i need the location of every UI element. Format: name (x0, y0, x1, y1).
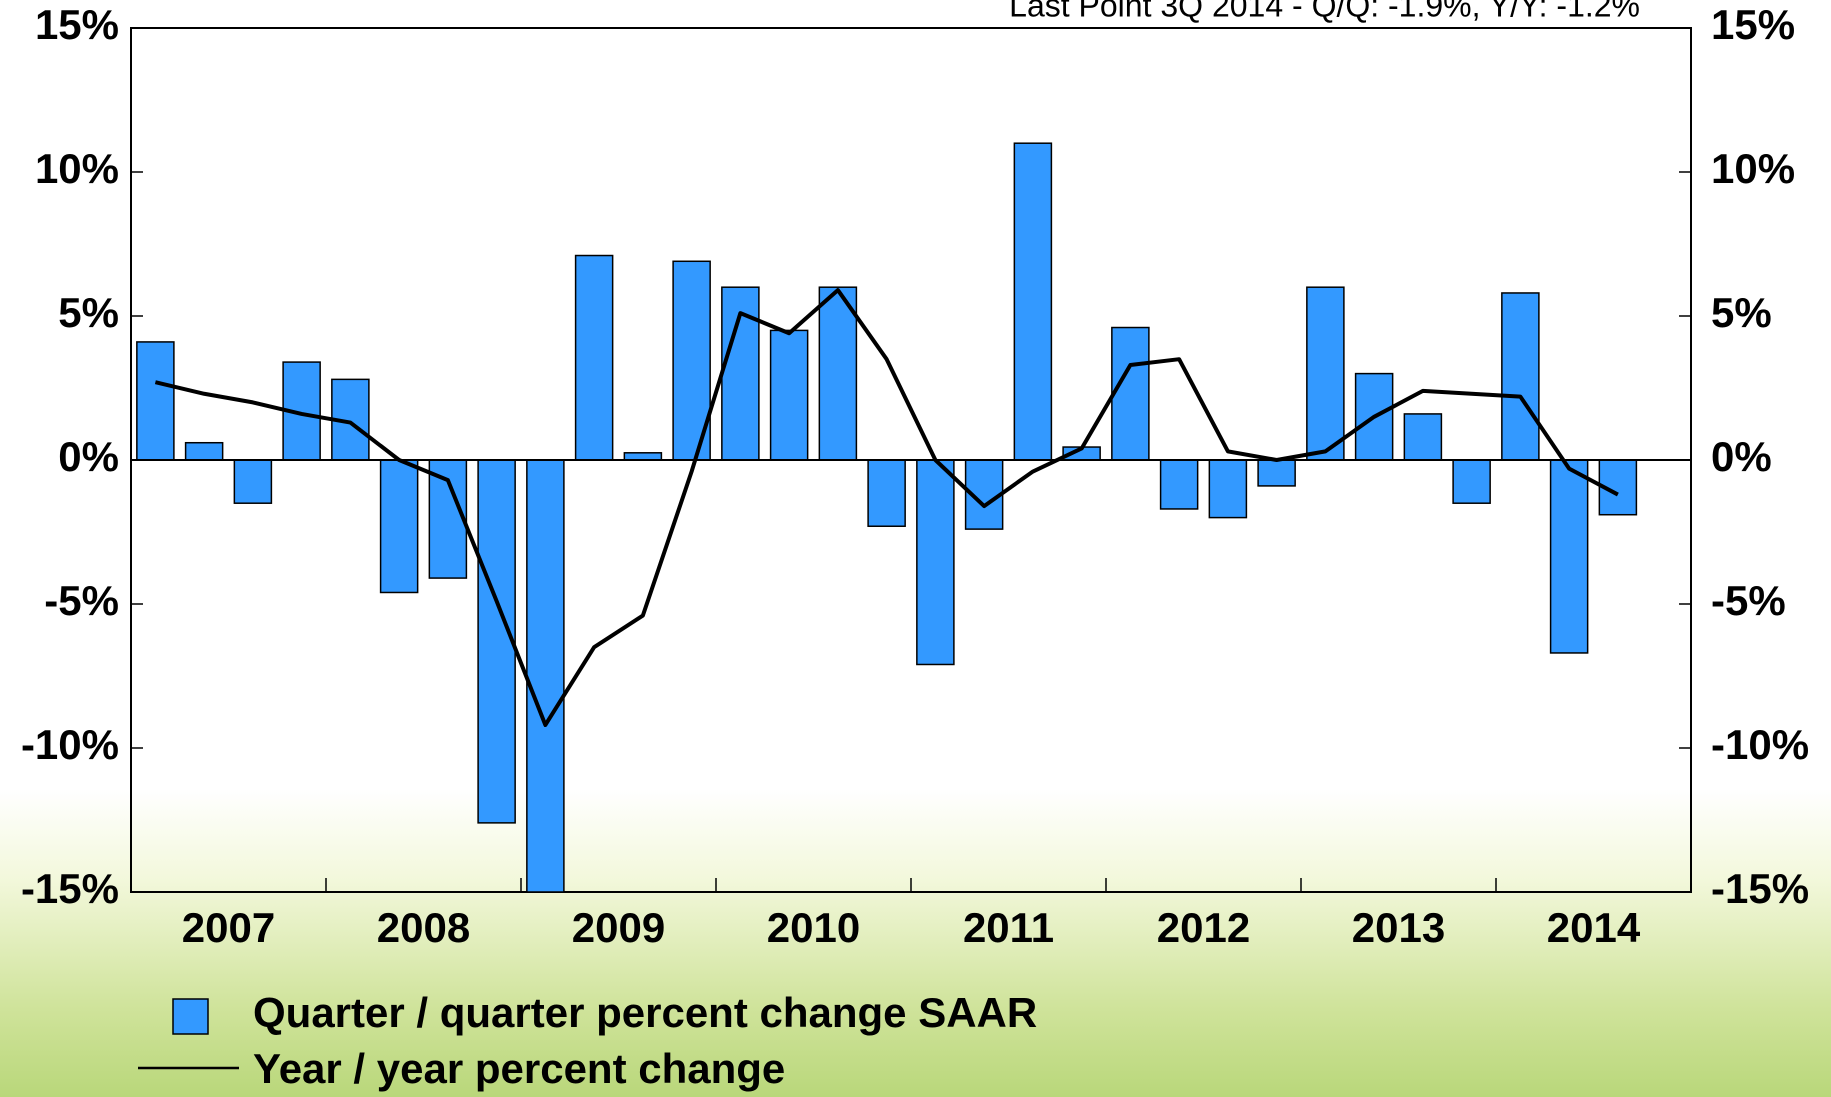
bar (429, 460, 466, 578)
bar (1551, 460, 1588, 653)
bar (234, 460, 271, 503)
chart-title: Last Point 3Q 2014 - Q/Q: -1.9%, Y/Y: -1… (1009, 0, 1640, 23)
x-tick-label: 2010 (767, 904, 860, 951)
y2-tick-label: -15% (1711, 865, 1809, 912)
plot-area (137, 143, 1637, 892)
bar (137, 342, 174, 460)
y2-tick-label: -5% (1711, 577, 1786, 624)
y-tick-label: -15% (21, 865, 119, 912)
x-tick-label: 2013 (1352, 904, 1445, 951)
page: {"chart_data": {"type": "bar+line", "tit… (0, 0, 1831, 1097)
legend-label: Quarter / quarter percent change SAAR (253, 989, 1037, 1036)
y-tick-label: -5% (44, 577, 119, 624)
bar (819, 287, 856, 460)
bar (527, 460, 564, 892)
legend-label: Year / year percent change (253, 1045, 785, 1092)
bar (186, 443, 223, 460)
bar (868, 460, 905, 526)
y2-tick-label: 15% (1711, 1, 1795, 48)
y2-tick-label: -10% (1711, 721, 1809, 768)
bar (1014, 143, 1051, 460)
bar (624, 453, 661, 460)
bar (1307, 287, 1344, 460)
x-tick-label: 2008 (377, 904, 470, 951)
legend-swatch (173, 999, 208, 1034)
x-tick-label: 2009 (572, 904, 665, 951)
bar (1404, 414, 1441, 460)
bar (1112, 328, 1149, 460)
bar (1502, 293, 1539, 460)
y-tick-label: 5% (58, 289, 119, 336)
x-tick-label: 2011 (963, 904, 1054, 951)
bar (1453, 460, 1490, 503)
y-tick-label: 15% (35, 1, 119, 48)
bar (381, 460, 418, 592)
bar (1209, 460, 1246, 518)
x-tick-label: 2014 (1547, 904, 1641, 951)
bar (1161, 460, 1198, 509)
y2-tick-label: 5% (1711, 289, 1772, 336)
chart: Last Point 3Q 2014 - Q/Q: -1.9%, Y/Y: -1… (0, 0, 1831, 1097)
x-tick-label: 2012 (1157, 904, 1250, 951)
y-tick-label: 0% (58, 433, 119, 480)
x-tick-label: 2007 (182, 904, 275, 951)
y2-tick-label: 10% (1711, 145, 1795, 192)
y-tick-label: 10% (35, 145, 119, 192)
bar (576, 256, 613, 460)
bar (1258, 460, 1295, 486)
bar (478, 460, 515, 823)
bar (917, 460, 954, 664)
y-tick-label: -10% (21, 721, 119, 768)
y2-tick-label: 0% (1711, 433, 1772, 480)
bar (771, 330, 808, 460)
